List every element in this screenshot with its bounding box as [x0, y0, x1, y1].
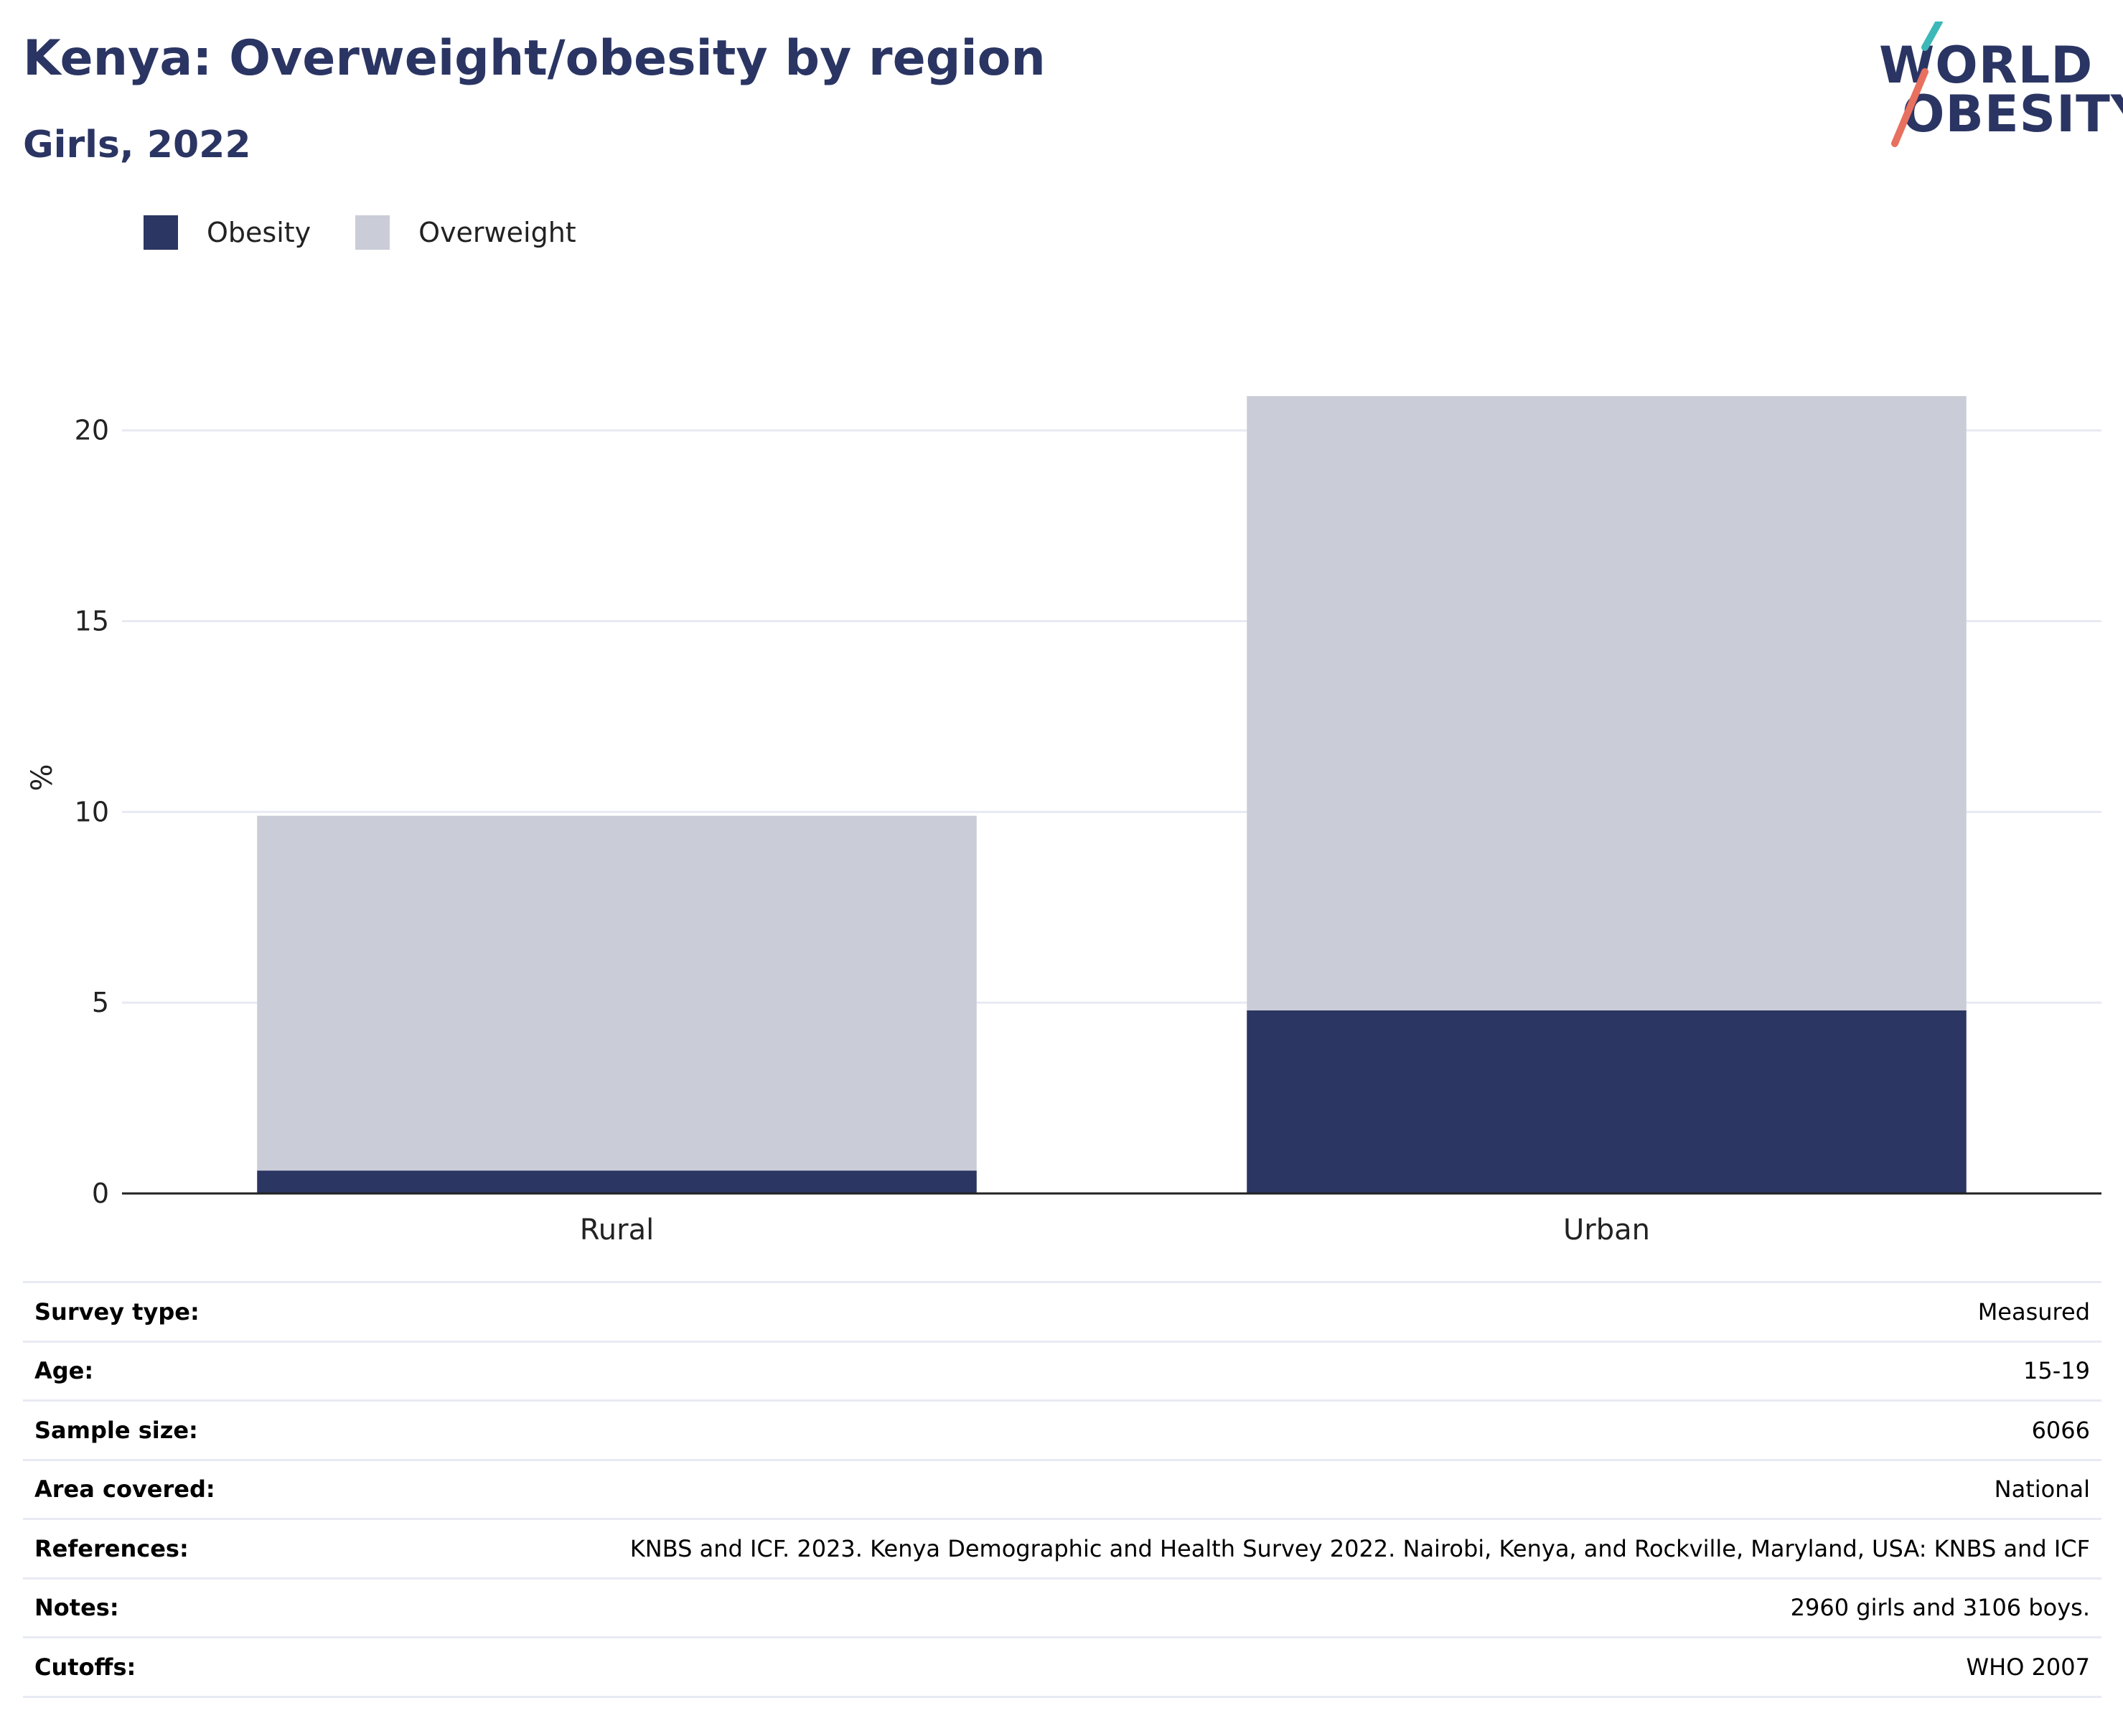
metadata-label: Notes: — [34, 1594, 119, 1622]
legend-label-overweight: Overweight — [418, 217, 576, 248]
metadata-label: Sample size: — [34, 1416, 198, 1444]
logo-text-line2: OBESITY — [1902, 85, 2123, 144]
metadata-value: KNBS and ICF. 2023. Kenya Demographic an… — [629, 1534, 2090, 1562]
x-tick-label: Rural — [580, 1214, 654, 1247]
logo-slash-icon — [1891, 22, 1943, 147]
metadata-value: National — [1994, 1475, 2090, 1503]
metadata-row: Cutoffs: WHO 2007 — [23, 1637, 2101, 1697]
world-obesity-logo: WORLD OBESITY — [1873, 22, 2123, 151]
metadata-value: 15-19 — [2023, 1357, 2090, 1385]
y-tick-label: 0 — [92, 1178, 109, 1209]
metadata-label: References: — [34, 1534, 189, 1562]
y-tick-label: 20 — [75, 415, 109, 446]
legend-label-obesity: Obesity — [207, 217, 311, 248]
y-tick-label: 15 — [75, 606, 109, 637]
chart-title: Kenya: Overweight/obesity by region — [23, 30, 1046, 87]
metadata-row: References: KNBS and ICF. 2023. Kenya Dem… — [23, 1519, 2101, 1579]
bar-overweight-rural[interactable] — [257, 815, 977, 1171]
bar-chart: 0 5 10 15 20% Rural Urban — [26, 395, 2101, 1247]
y-axis-label: % — [26, 764, 59, 791]
chart-legend: Obesity Overweight — [144, 215, 621, 250]
metadata-value: 2960 girls and 3106 boys. — [1790, 1594, 2090, 1622]
legend-item-overweight[interactable]: Overweight — [355, 215, 576, 250]
metadata-row: Age: 15-19 — [23, 1341, 2101, 1401]
legend-item-obesity[interactable]: Obesity — [144, 215, 311, 250]
metadata-value: Measured — [1977, 1298, 2090, 1326]
legend-swatch-overweight — [355, 215, 390, 250]
x-tick-label: Urban — [1563, 1214, 1650, 1247]
metadata-value: 6066 — [2031, 1416, 2090, 1444]
chart-subtitle: Girls, 2022 — [23, 123, 251, 166]
metadata-row: Sample size: 6066 — [23, 1400, 2101, 1460]
bar-obesity-urban[interactable] — [1247, 1010, 1967, 1193]
metadata-row: Survey type: Measured — [23, 1282, 2101, 1342]
metadata-label: Survey type: — [34, 1298, 200, 1326]
metadata-label: Area covered: — [34, 1475, 215, 1503]
metadata-row: Notes: 2960 girls and 3106 boys. — [23, 1578, 2101, 1638]
logo-text-line1: WORLD — [1879, 36, 2094, 95]
metadata-value: WHO 2007 — [1966, 1653, 2091, 1681]
metadata-label: Age: — [34, 1357, 94, 1385]
metadata-row: Area covered: National — [23, 1460, 2101, 1519]
y-tick-label: 10 — [75, 796, 109, 827]
legend-swatch-obesity — [144, 215, 178, 250]
metadata-label: Cutoffs: — [34, 1653, 136, 1681]
survey-metadata-table: Survey type: Measured Age: 15-19 Sample size… — [23, 1281, 2101, 1698]
y-tick-label: 5 — [92, 987, 109, 1018]
axes: 0 5 10 15 20% Rural Urban — [26, 415, 2101, 1247]
bars — [257, 395, 1967, 1193]
bar-overweight-urban[interactable] — [1247, 395, 1967, 1010]
bar-obesity-rural[interactable] — [257, 1170, 977, 1193]
